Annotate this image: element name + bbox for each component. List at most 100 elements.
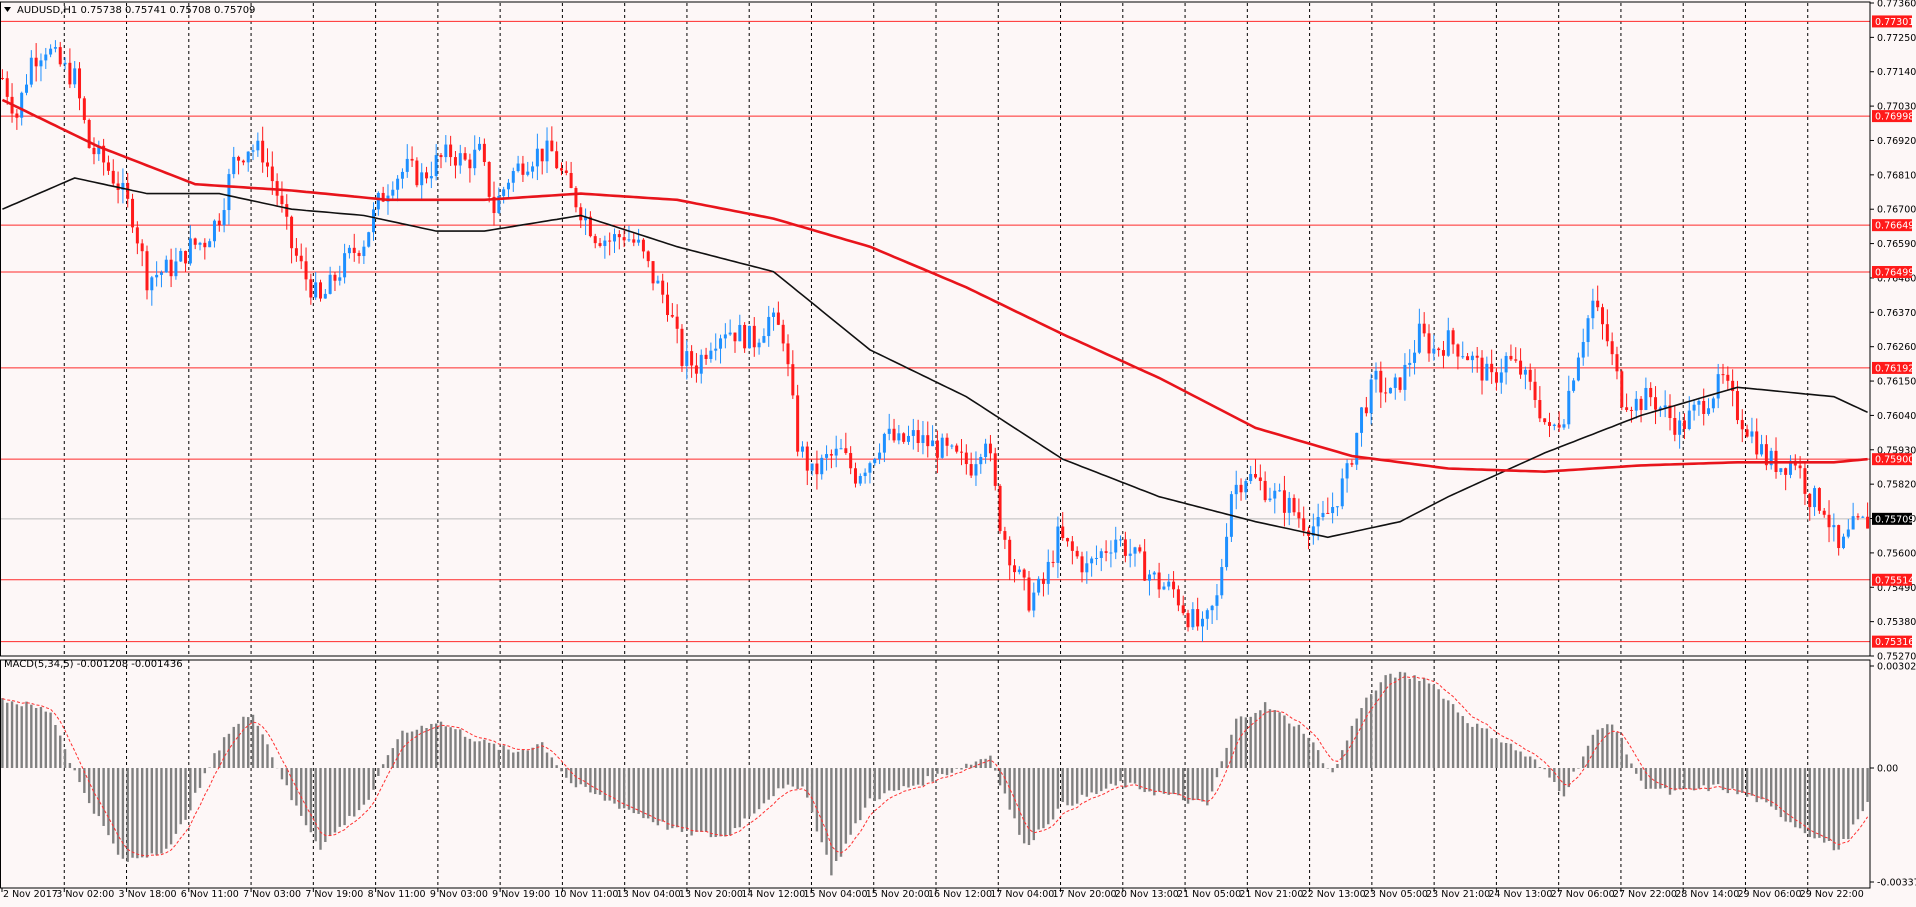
candle-body [1273,490,1277,499]
candle-body [569,172,573,189]
candle-body [627,239,631,241]
candle-body [1547,422,1551,426]
current-price-tag [1872,512,1912,525]
time-label: 22 Nov 13:00 [1302,889,1366,900]
time-label: 20 Nov 13:00 [1115,889,1179,900]
candle-body [805,446,809,471]
candle-body [1340,478,1344,507]
candle-body [911,430,915,436]
candle-body [1335,506,1339,508]
candle-body [897,433,901,441]
candle-body [145,251,149,291]
candle-body [1210,605,1214,611]
candle-body [1379,370,1383,393]
candle-body [776,312,780,325]
candle-body [1702,400,1706,414]
candle-body [1668,405,1672,419]
level-price-tag [1872,361,1912,374]
candle-body [844,448,848,454]
macd-tick-label: 0.00 [1877,764,1898,775]
candle-body [121,182,125,190]
candle-body [1769,450,1773,466]
candle-body [453,157,457,166]
candle-body [227,174,231,211]
candle-body [820,457,824,475]
level-price-label: 0.76499 [1875,268,1914,279]
candle-body [555,151,559,169]
candle-body [1634,398,1638,411]
candle-body [102,145,106,163]
candle-body [304,261,308,280]
time-label: 13 Nov 20:00 [679,889,743,900]
candle-body [1066,538,1070,542]
candle-body [1147,574,1151,581]
candle-body [285,204,289,217]
candle-body [420,172,424,186]
candle-body [723,334,727,339]
price-tick-label: 0.75490 [1877,583,1916,594]
candle-body [699,354,703,374]
price-tick-label: 0.76150 [1877,377,1916,388]
level-price-label: 0.76192 [1875,363,1914,374]
time-label: 3 Nov 02:00 [56,889,114,900]
time-label: 17 Nov 04:00 [990,889,1054,900]
price-tick-label: 0.76810 [1877,170,1916,181]
candle-body [44,54,48,61]
candle-body [1234,484,1238,495]
candle-body [1090,558,1094,564]
candle-body [333,274,337,281]
candle-body [1080,556,1084,573]
candle-body [1620,371,1624,408]
candle-body [825,454,829,458]
candle-body [719,338,723,349]
candle-body [1735,391,1739,421]
candle-body [15,113,19,118]
candle-body [608,240,612,242]
candle-body [1552,424,1556,426]
macd-histogram [1,671,1869,876]
candle-body [49,48,53,55]
candle-body [1605,324,1609,342]
candle-body [1350,463,1354,465]
candle-body [1292,497,1296,513]
candle-body [728,332,732,335]
candle-body [690,351,694,366]
candle-body [1162,586,1166,590]
candle-body [203,242,207,248]
candle-body [1200,618,1204,627]
candle-body [20,92,24,118]
candle-body [1625,407,1629,410]
candle-body [974,464,978,476]
candle-body [743,324,747,349]
candle-body [1504,355,1508,373]
candle-body [352,247,356,253]
candle-body [1437,348,1441,351]
candle-body [666,294,670,316]
horizontal-levels[interactable] [0,20,1870,643]
candle-body [1408,362,1412,365]
price-tick-label: 0.76700 [1877,205,1916,216]
candle-body [492,196,496,214]
candle-body [1654,397,1658,410]
candle-body [1220,567,1224,596]
candle-body [449,144,453,158]
chevron-down-icon[interactable] [4,7,11,12]
candle-body [960,451,964,453]
candle-body [651,261,655,284]
candle-body [1764,444,1768,466]
candle-body [347,247,351,254]
candle-body [1297,512,1301,519]
candle-body [685,351,689,366]
candle-body [1119,539,1123,541]
macd-signal-line [2,676,1869,857]
candle-body [1499,372,1503,383]
candle-body [550,140,554,152]
candle-body [1422,323,1426,334]
candle-body [338,277,342,281]
candle-body [1663,405,1667,408]
candle-body [5,78,9,97]
candle-body [425,172,429,179]
candle-body [1311,526,1315,536]
